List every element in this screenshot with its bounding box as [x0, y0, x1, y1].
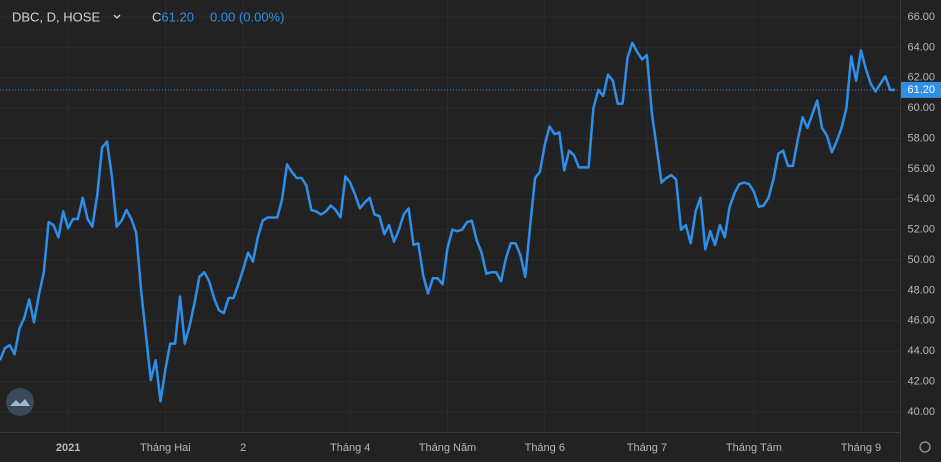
y-tick-label: 52.00	[907, 224, 935, 236]
y-tick-label: 60.00	[907, 102, 935, 114]
x-tick-label: Tháng 4	[330, 442, 370, 454]
y-tick-label: 54.00	[907, 193, 935, 205]
settings-gear[interactable]	[919, 441, 931, 453]
x-tick-label: Tháng 9	[841, 442, 881, 454]
x-tick-label: Tháng 6	[525, 442, 565, 454]
y-tick-label: 46.00	[907, 315, 935, 327]
y-tick-label: 62.00	[907, 72, 935, 84]
y-tick-label: 64.00	[907, 41, 935, 53]
x-tick-label: 2	[240, 442, 246, 454]
symbol-chevron[interactable]	[113, 14, 121, 19]
x-tick-label: 2021	[56, 442, 80, 454]
x-tick-label: Tháng Tám	[726, 442, 782, 454]
plot	[0, 41, 900, 403]
change: 0.00 (0.00%)	[210, 9, 284, 24]
price-badge	[901, 81, 941, 98]
price-line	[0, 41, 895, 403]
close-prefix: C	[152, 9, 161, 24]
close-value: 61.20	[161, 9, 194, 24]
logo-circle[interactable]	[6, 388, 34, 416]
y-tick-label: 66.00	[907, 11, 935, 23]
x-tick-label: Tháng Hai	[140, 442, 191, 454]
settings-icon[interactable]	[919, 441, 931, 453]
symbol[interactable]: DBC, D, HOSE	[12, 9, 100, 24]
y-tick-label: 44.00	[907, 345, 935, 357]
y-tick-label: 50.00	[907, 254, 935, 266]
logo-icon[interactable]	[10, 399, 30, 406]
y-tick-label: 42.00	[907, 375, 935, 387]
y-tick-label: 48.00	[907, 284, 935, 296]
grid	[0, 0, 900, 432]
y-tick-label: 56.00	[907, 163, 935, 175]
x-tick-label: Tháng 7	[627, 442, 667, 454]
price-badge-label: 61.20	[907, 84, 935, 96]
x-tick-label: Tháng Năm	[419, 442, 476, 454]
logo[interactable]	[6, 388, 34, 416]
y-tick-label: 40.00	[907, 406, 935, 418]
y-tick-label: 58.00	[907, 132, 935, 144]
